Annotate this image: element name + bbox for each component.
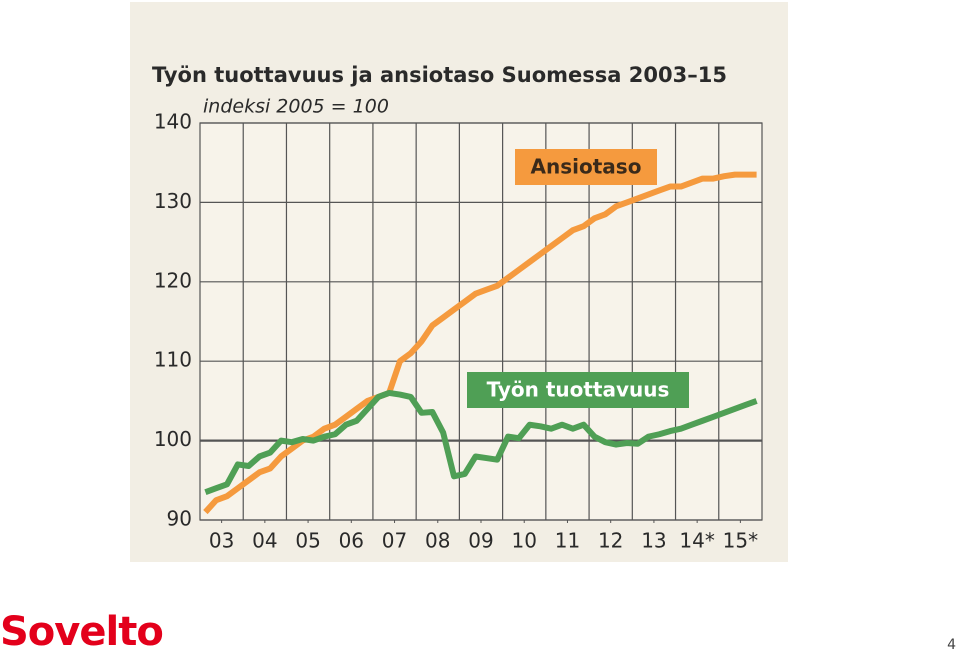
plot-area xyxy=(199,122,763,521)
chart-subtitle: indeksi 2005 = 100 xyxy=(203,96,389,118)
x-tick-label: 03 xyxy=(209,529,234,553)
x-tick-label: 12 xyxy=(598,529,623,553)
x-tick-label: 09 xyxy=(468,529,493,553)
series-label: Ansiotaso xyxy=(531,155,642,179)
series-label-box xyxy=(467,372,689,408)
x-tick-label: 13 xyxy=(641,529,666,553)
y-tick-label: 100 xyxy=(154,427,192,451)
x-tick-label: 07 xyxy=(382,529,407,553)
y-tick-label: 140 xyxy=(154,110,192,134)
x-tick-label: 08 xyxy=(425,529,450,553)
series-label: Työn tuottavuus xyxy=(487,378,670,402)
x-tick-label: 11 xyxy=(555,529,580,553)
logo: Sovelto xyxy=(0,609,163,655)
y-tick-label: 130 xyxy=(154,189,192,213)
y-tick-label: 90 xyxy=(167,507,192,531)
y-tick-label: 110 xyxy=(154,348,192,372)
series-line xyxy=(204,389,758,496)
series-line xyxy=(203,171,757,515)
x-tick-label: 14* xyxy=(679,529,714,553)
x-tick-label: 10 xyxy=(512,529,537,553)
page-number: 4 xyxy=(947,637,956,653)
x-tick-label: 06 xyxy=(339,529,364,553)
series-label-box xyxy=(515,149,657,185)
x-tick-label: 04 xyxy=(252,529,277,553)
y-tick-label: 120 xyxy=(154,268,192,292)
x-tick-label: 15* xyxy=(723,529,758,553)
chart-title: Työn tuottavuus ja ansiotaso Suomessa 20… xyxy=(152,63,727,87)
x-tick-label: 05 xyxy=(295,529,320,553)
